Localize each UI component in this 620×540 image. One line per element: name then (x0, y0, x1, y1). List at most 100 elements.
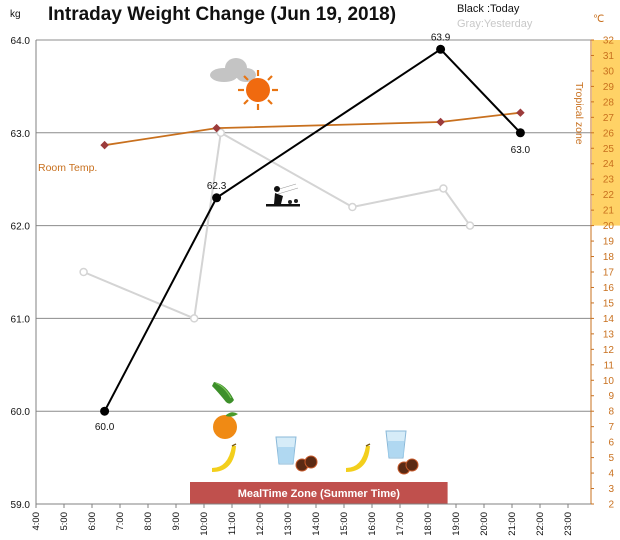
sun-icon (238, 70, 278, 110)
y-tick-label: 64.0 (11, 36, 31, 47)
x-tick-label: 21:00 (507, 512, 518, 536)
y2-tick-label: 30 (603, 66, 615, 77)
y2-tick-label: 22 (603, 190, 615, 201)
y2-tick-label: 31 (603, 51, 615, 62)
y2-tick-label: 6 (608, 438, 614, 449)
today-series-line (103, 48, 522, 412)
y2-tick-label: 25 (603, 144, 615, 155)
y2-tick-label: 10 (603, 376, 615, 387)
y2-tick-label: 26 (603, 128, 615, 139)
tropical-zone-band (592, 40, 620, 226)
x-tick-label: 22:00 (535, 512, 546, 536)
chart-title: Intraday Weight Change (Jun 19, 2018) (48, 4, 396, 25)
gardening-person-icon (266, 183, 300, 207)
y2-tick-label: 14 (603, 314, 615, 325)
today-data-point (515, 128, 525, 138)
yesterday-data-point (465, 221, 475, 230)
x-tick-label: 19:00 (451, 512, 462, 536)
y-axis-ticks: 59.0 60.0 61.0 62.0 63.0 64.0 (11, 36, 31, 511)
temperature-data-point (436, 117, 445, 127)
x-tick-label: 4:00 (31, 512, 42, 531)
yesterday-data-point (216, 128, 226, 138)
y2-tick-label: 7 (608, 422, 614, 433)
x-tick-label: 5:00 (59, 512, 70, 531)
water-glass-icon (385, 430, 407, 459)
x-tick-label: 16:00 (367, 512, 378, 536)
y-tick-label: 62.0 (11, 222, 31, 233)
y-tick-label: 59.0 (11, 500, 31, 511)
x-tick-label: 13:00 (283, 512, 294, 536)
x-tick-label: 9:00 (171, 512, 182, 531)
yesterday-data-point (189, 314, 199, 323)
y-tick-label: 61.0 (11, 314, 31, 325)
y2-tick-label: 29 (603, 82, 615, 93)
today-data-label: 60.0 (95, 422, 115, 433)
yesterday-data-point (348, 202, 357, 212)
y2-tick-label: 20 (603, 221, 615, 232)
y2-tick-label: 27 (603, 113, 615, 124)
y2-tick-label: 8 (608, 407, 614, 418)
y2-tick-label: 3 (608, 484, 614, 495)
y2-axis-ticks: 2345678910111213141516171819202122232425… (591, 36, 614, 511)
orange-icon (213, 412, 238, 439)
room_temperature-series-line (104, 111, 521, 147)
x-tick-label: 14:00 (311, 512, 322, 536)
y2-tick-label: 17 (603, 268, 615, 279)
yesterday-data-point (439, 184, 448, 193)
y2-axis-unit: ℃ (593, 14, 604, 25)
yesterday-data-point (79, 267, 88, 277)
x-tick-label: 8:00 (143, 512, 154, 531)
cucumber-icon (212, 382, 234, 404)
temperature-data-point (212, 123, 221, 133)
today-data-label: 62.3 (207, 181, 227, 192)
x-tick-label: 7:00 (115, 512, 126, 531)
chocolate-cookies-icon (397, 458, 419, 475)
y2-tick-label: 32 (603, 36, 615, 47)
y2-tick-label: 21 (603, 206, 615, 217)
yesterday-series-line (83, 131, 471, 320)
cloud-icon (210, 58, 256, 82)
y2-tick-label: 16 (603, 283, 615, 294)
today-data-label: 63.9 (431, 32, 451, 43)
today-data-point (100, 406, 110, 416)
meal-time-zone-label: MealTime Zone (Summer Time) (238, 488, 401, 500)
y-tick-label: 60.0 (11, 407, 31, 418)
series-layer: 60.0 62.3 63.9 63.0 (79, 32, 531, 433)
temperature-data-point (516, 108, 525, 117)
x-tick-label: 6:00 (87, 512, 98, 531)
y2-tick-label: 24 (603, 159, 615, 170)
y2-tick-label: 28 (603, 97, 615, 108)
y2-tick-label: 23 (603, 175, 615, 186)
x-axis-ticks: 4:00 5:00 6:00 7:00 8:00 9:00 10:00 11:00 12:00 1… (31, 504, 574, 536)
meal-time-zone-band (190, 482, 448, 504)
x-tick-label: 10:00 (199, 512, 210, 536)
x-tick-label: 17:00 (395, 512, 406, 536)
y2-tick-label: 18 (603, 252, 615, 263)
x-tick-label: 15:00 (339, 512, 350, 536)
y-tick-label: 63.0 (11, 129, 31, 140)
y2-tick-label: 15 (603, 298, 615, 309)
y2-tick-label: 13 (603, 329, 615, 340)
y2-tick-label: 5 (608, 453, 614, 464)
y2-tick-label: 19 (603, 237, 615, 248)
water-glass-icon (275, 436, 297, 465)
y2-tick-label: 9 (608, 391, 614, 402)
y2-tick-label: 12 (603, 345, 615, 356)
today-data-point (436, 44, 446, 54)
x-tick-label: 18:00 (423, 512, 434, 536)
y2-tick-label: 2 (608, 500, 614, 511)
x-tick-label: 23:00 (563, 512, 574, 536)
today-data-point (212, 193, 222, 203)
y2-tick-label: 11 (604, 360, 615, 371)
today-data-label: 63.0 (511, 145, 531, 156)
x-tick-label: 11:00 (227, 512, 238, 535)
temperature-data-point (100, 140, 109, 150)
grid-lines (36, 39, 591, 412)
x-tick-label: 12:00 (255, 512, 266, 536)
legend-today: Black :Today (457, 3, 520, 15)
y2-tick-label: 4 (608, 469, 614, 480)
banana-icon (212, 443, 237, 472)
y-axis-unit: kg (10, 9, 21, 20)
legend-yesterday: Gray:Yesterday (457, 18, 533, 30)
